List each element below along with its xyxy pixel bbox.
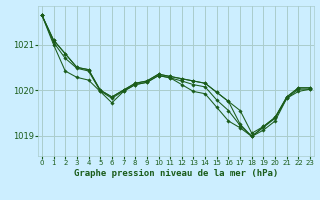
X-axis label: Graphe pression niveau de la mer (hPa): Graphe pression niveau de la mer (hPa) xyxy=(74,169,278,178)
